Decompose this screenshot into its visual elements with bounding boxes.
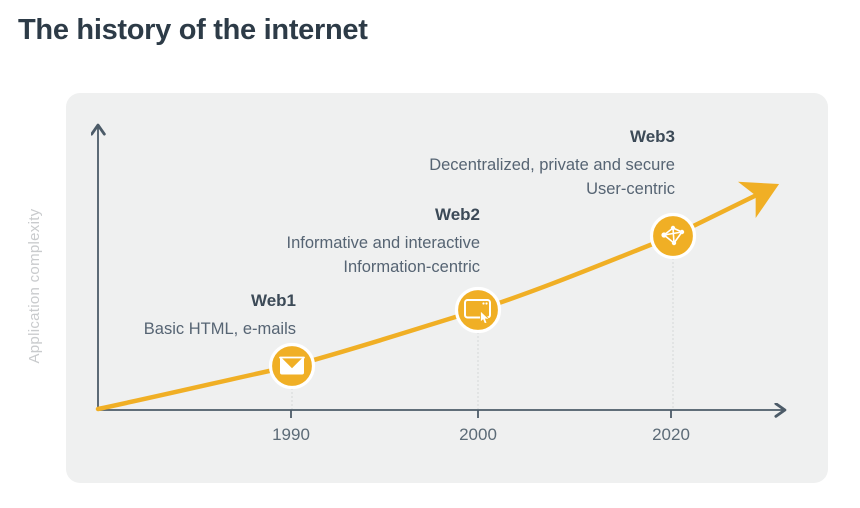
- envelope-icon: [279, 356, 305, 375]
- milestone-web2-description-1: Informative and interactive: [286, 234, 480, 252]
- milestone-web3-title: Web3: [629, 127, 675, 146]
- y-axis-label: Application complexity: [26, 208, 43, 364]
- milestone-marker-web3: [649, 212, 697, 260]
- network-icon: [661, 225, 685, 246]
- milestone-web2-title: Web2: [434, 205, 480, 224]
- milestone-marker-web2: [454, 286, 502, 334]
- milestone-web3-description-1: Decentralized, private and secure: [429, 156, 675, 174]
- x-tick-label-1990: 1990: [272, 425, 310, 444]
- milestone-web2-description-2: Information-centric: [343, 258, 480, 276]
- x-tick-label-2000: 2000: [459, 425, 497, 444]
- browser-cursor-icon: [464, 299, 491, 324]
- milestone-web2: Web2 Informative and interactive Informa…: [286, 203, 480, 279]
- milestone-marker-web1: [268, 342, 316, 390]
- trend-line: [95, 181, 780, 412]
- x-axis-ticks: [290, 410, 672, 418]
- milestone-web1: Web1 Basic HTML, e-mails: [144, 289, 296, 341]
- milestone-web1-description: Basic HTML, e-mails: [143, 320, 296, 338]
- milestone-web3: Web3 Decentralized, private and secure U…: [429, 125, 675, 201]
- page-title: The history of the internet: [18, 14, 368, 46]
- milestone-web3-description-2: User-centric: [586, 180, 675, 198]
- x-tick-label-2020: 2020: [652, 425, 690, 444]
- milestone-connectors: [291, 258, 674, 409]
- milestone-web1-title: Web1: [250, 291, 296, 310]
- timeline-chart: [66, 93, 828, 418]
- chart-panel: Web1 Basic HTML, e-mails Web2 Informativ…: [66, 93, 828, 483]
